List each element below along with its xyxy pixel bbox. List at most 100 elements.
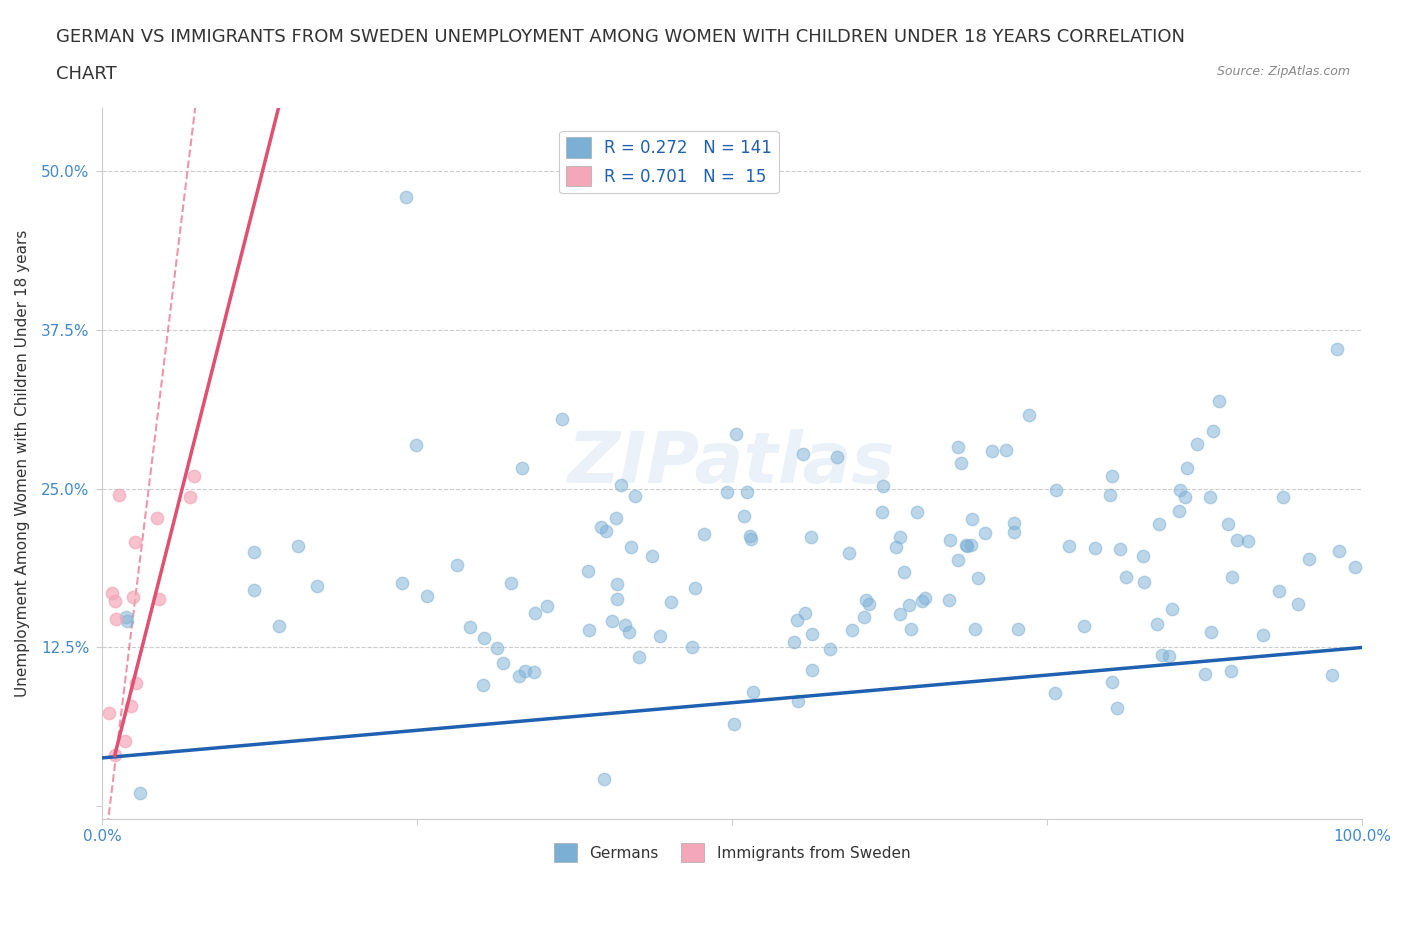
Point [641,549,664,564]
Point [1202,423,1225,438]
Point [595,524,617,538]
Point [1174,490,1197,505]
Point [939,532,962,547]
Point [179,489,201,504]
Point [460,619,482,634]
Point [115,609,138,624]
Point [1147,516,1170,531]
Point [905,504,928,519]
Point [1320,668,1343,683]
Point [395,190,418,205]
Point [793,605,815,620]
Point [1237,534,1260,549]
Point [956,539,979,554]
Point [492,656,515,671]
Point [486,641,509,656]
Point [606,591,628,606]
Point [898,598,921,613]
Point [716,485,738,499]
Point [117,614,139,629]
Point [104,594,127,609]
Point [446,557,468,572]
Point [124,535,146,550]
Point [551,412,574,427]
Point [620,539,643,554]
Point [681,640,703,655]
Point [242,582,264,597]
Point [889,529,911,544]
Point [104,612,127,627]
Point [852,610,875,625]
Point [1326,341,1348,356]
Point [1101,675,1123,690]
Point [786,613,808,628]
Point [1271,490,1294,505]
Point [900,621,922,636]
Point [146,510,169,525]
Point [659,594,682,609]
Point [101,585,124,600]
Point [1159,648,1181,663]
Point [1161,602,1184,617]
Point [1199,625,1222,640]
Point [786,693,808,708]
Point [889,606,911,621]
Point [1084,540,1107,555]
Point [1108,541,1130,556]
Point [536,599,558,614]
Point [792,446,814,461]
Point [1073,618,1095,633]
Point [1226,533,1249,548]
Point [508,669,530,684]
Point [523,665,546,680]
Text: GERMAN VS IMMIGRANTS FROM SWEDEN UNEMPLOYMENT AMONG WOMEN WITH CHILDREN UNDER 18: GERMAN VS IMMIGRANTS FROM SWEDEN UNEMPLO… [56,28,1185,46]
Point [97,705,120,720]
Point [914,591,936,605]
Point [1168,483,1191,498]
Point [1059,538,1081,553]
Point [576,564,599,578]
Point [128,786,150,801]
Point [627,649,650,664]
Point [472,678,495,693]
Point [1219,664,1241,679]
Point [1107,701,1129,716]
Point [1194,667,1216,682]
Point [617,625,640,640]
Point [600,614,623,629]
Point [1146,617,1168,631]
Point [148,591,170,606]
Point [858,596,880,611]
Point [1344,560,1367,575]
Point [800,529,823,544]
Point [725,427,748,442]
Point [1002,516,1025,531]
Point [723,716,745,731]
Point [938,592,960,607]
Point [267,618,290,633]
Point [1185,436,1208,451]
Point [183,469,205,484]
Point [855,593,877,608]
Point [981,444,1004,458]
Point [1043,685,1066,700]
Point [499,576,522,591]
Point [955,538,977,552]
Point [1018,407,1040,422]
Point [121,590,143,604]
Point [683,580,706,595]
Point [818,642,841,657]
Point [104,748,127,763]
Point [107,487,129,502]
Point [578,623,600,638]
Point [911,593,934,608]
Point [524,606,547,621]
Point [783,634,806,649]
Point [946,553,969,568]
Point [416,588,439,603]
Text: Source: ZipAtlas.com: Source: ZipAtlas.com [1216,65,1350,78]
Point [472,631,495,645]
Point [1327,543,1350,558]
Point [124,675,146,690]
Point [1152,647,1174,662]
